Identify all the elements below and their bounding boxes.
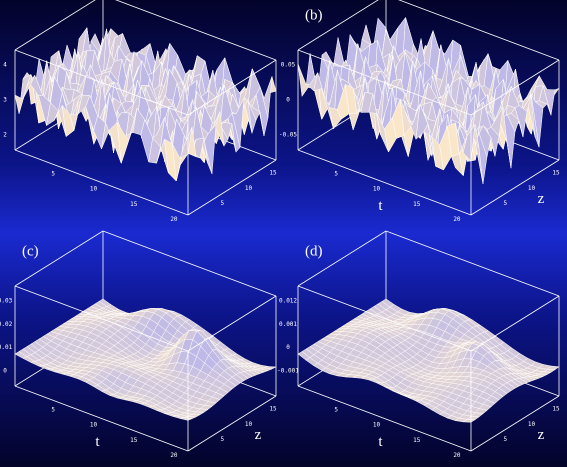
value-tick-label: 0 xyxy=(286,344,290,351)
z-tick-label: 10 xyxy=(528,421,536,428)
t-tick-label: 10 xyxy=(90,422,98,429)
t-tick-label: 10 xyxy=(373,422,381,429)
z-tick-label: 15 xyxy=(269,170,277,177)
z-tick-label: 5 xyxy=(503,200,507,207)
z-tick-label: 10 xyxy=(245,185,253,192)
value-tick-label: 0 xyxy=(286,97,290,104)
z-axis-label: z xyxy=(538,427,545,443)
t-tick-label: 5 xyxy=(334,407,338,414)
value-tick-label: 4 xyxy=(3,62,7,69)
t-tick-label: 15 xyxy=(130,201,138,208)
z-tick-label: 15 xyxy=(269,406,277,413)
value-tick-label: -0.05 xyxy=(279,132,297,139)
t-tick-label: 5 xyxy=(51,171,55,178)
z-tick-label: 10 xyxy=(528,185,536,192)
value-tick-label: 2 xyxy=(3,132,7,139)
value-tick-label: 0 xyxy=(3,368,7,375)
box-edge xyxy=(15,0,103,50)
t-tick-label: 20 xyxy=(170,452,178,459)
t-tick-label: 15 xyxy=(413,437,421,444)
z-axis-label: z xyxy=(538,191,545,207)
value-tick-label: 0.001 xyxy=(279,321,297,328)
value-tick-label: 3 xyxy=(3,97,7,104)
value-tick-label: -0.001 xyxy=(277,368,299,375)
t-tick-label: 10 xyxy=(90,186,98,193)
z-tick-label: 5 xyxy=(220,436,224,443)
t-axis-label: t xyxy=(95,434,100,450)
box-edge xyxy=(15,150,188,215)
z-tick-label: 5 xyxy=(220,200,224,207)
z-tick-label: 5 xyxy=(503,436,507,443)
page: 4 3 2 5 10 15 20 5 10 15 0.05 0 -0.05 5 10 15 20 5 10 15 (b)… xyxy=(0,0,567,467)
panel-label: (d) xyxy=(305,243,323,259)
t-axis-label: t xyxy=(378,198,383,214)
t-tick-label: 5 xyxy=(51,407,55,414)
panel-label: (c) xyxy=(22,243,39,259)
z-tick-label: 10 xyxy=(245,421,253,428)
t-tick-label: 15 xyxy=(413,201,421,208)
t-tick-label: 10 xyxy=(373,186,381,193)
box-edge xyxy=(188,160,276,215)
t-tick-label: 15 xyxy=(130,437,138,444)
value-tick-label: 0.012 xyxy=(279,298,297,305)
t-tick-label: 20 xyxy=(453,216,461,223)
value-tick-label: 0.02 xyxy=(0,321,13,328)
t-axis-label: t xyxy=(378,434,383,450)
box-edge xyxy=(386,231,559,296)
t-tick-label: 20 xyxy=(453,452,461,459)
t-tick-label: 5 xyxy=(334,171,338,178)
z-tick-label: 15 xyxy=(552,406,560,413)
box-edge xyxy=(188,296,276,351)
figure: 4 3 2 5 10 15 20 5 10 15 0.05 0 -0.05 5 10 15 20 5 10 15 (b)… xyxy=(0,0,567,467)
z-axis-label: z xyxy=(255,427,262,443)
panel-label: (b) xyxy=(305,7,323,23)
value-tick-label: 0.03 xyxy=(0,298,13,305)
value-tick-label: 0.05 xyxy=(281,62,296,69)
t-tick-label: 20 xyxy=(170,216,178,223)
z-tick-label: 15 xyxy=(552,170,560,177)
box-edge xyxy=(103,231,276,296)
value-tick-label: 0.01 xyxy=(0,344,13,351)
box-edge xyxy=(471,296,559,351)
